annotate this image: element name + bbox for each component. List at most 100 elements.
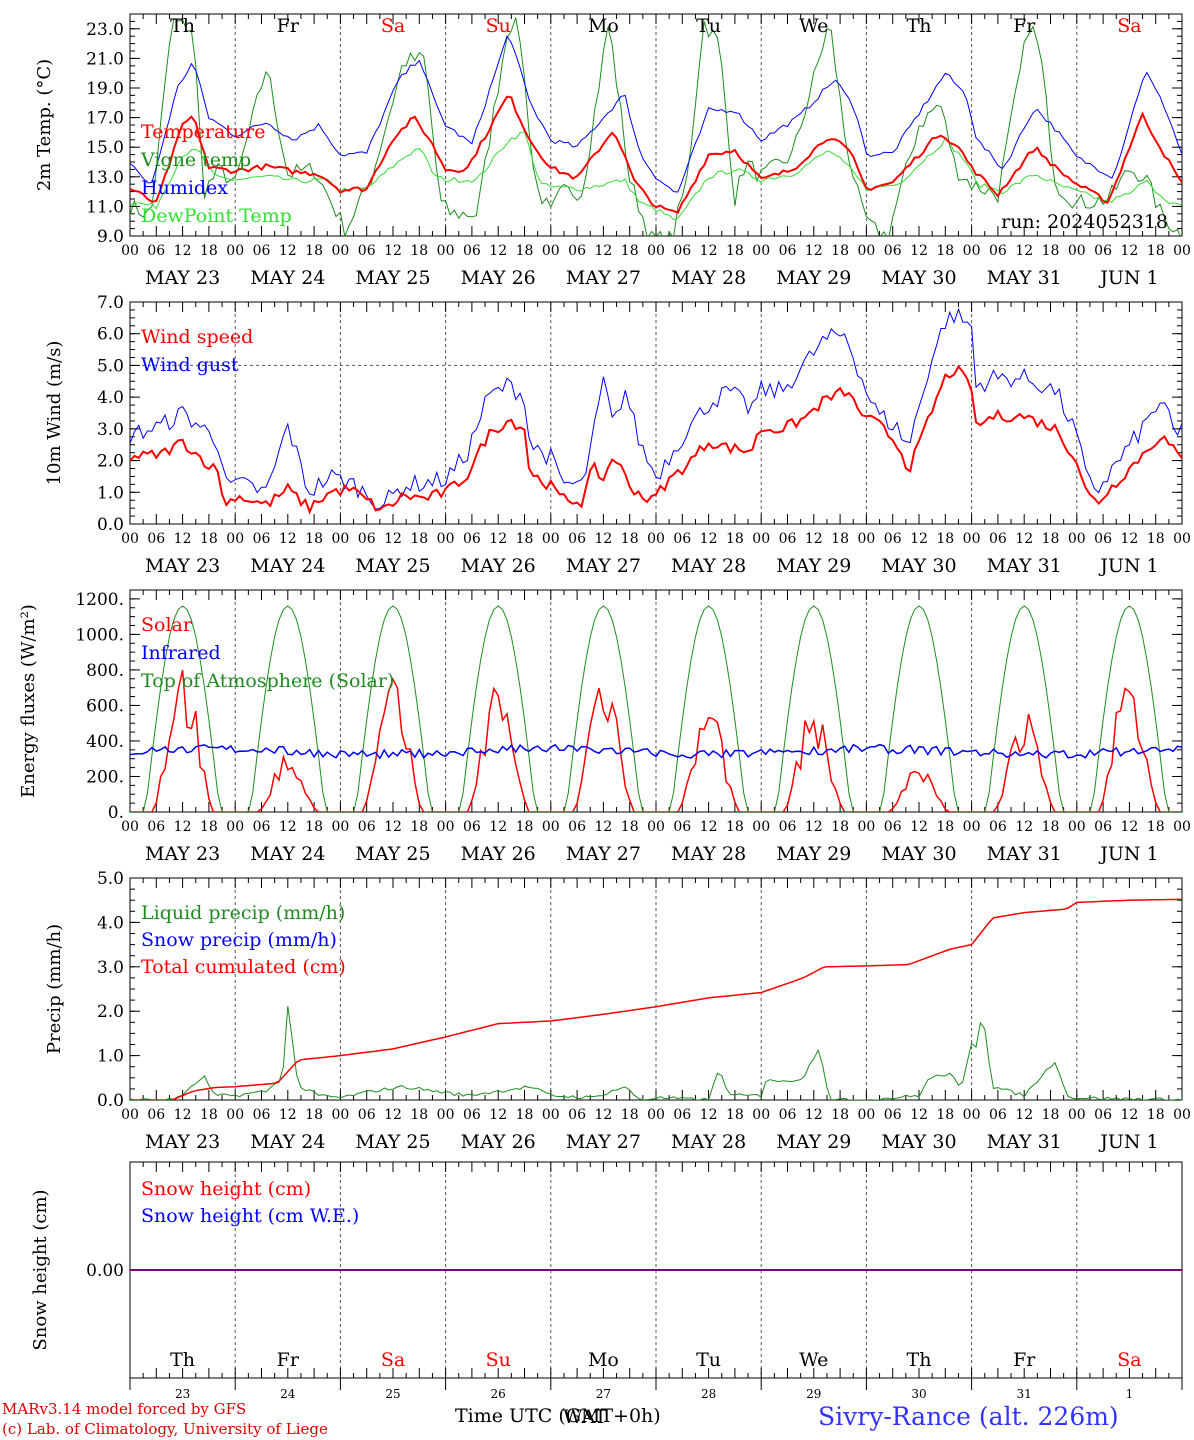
hour-tick-label: 18	[410, 243, 428, 259]
hour-tick-label: 00	[437, 243, 455, 259]
hour-tick-label: 06	[147, 531, 165, 547]
hour-tick-label: 00	[1173, 819, 1191, 835]
date-label: MAY 28	[671, 1131, 746, 1153]
hour-tick-label: 00	[226, 1107, 244, 1123]
legend-wind-gust: Wind gust	[141, 354, 239, 376]
hour-tick-label: 06	[358, 531, 376, 547]
hour-tick-label: 18	[936, 243, 954, 259]
series-line-total-cumulated	[130, 898, 1182, 1100]
hour-tick-label: 18	[516, 819, 534, 835]
ytick-label: 23.0	[86, 20, 124, 40]
legend-dewpoint-temp: DewPoint Temp	[141, 205, 292, 227]
day-name-top: Fr	[1013, 15, 1036, 37]
ytick-label: 1000.	[75, 625, 124, 645]
hour-tick-label: 18	[410, 531, 428, 547]
hour-tick-label: 00	[542, 243, 560, 259]
hour-tick-label: 12	[174, 1107, 192, 1123]
hour-tick-label: 00	[121, 531, 139, 547]
hour-tick-label: 00	[331, 243, 349, 259]
day-name-bottom: Fr	[1013, 1349, 1036, 1371]
date-label: MAY 29	[776, 555, 851, 577]
date-label: MAY 29	[776, 843, 851, 865]
day-name-bottom: Sa	[381, 1349, 405, 1371]
legend-vigne-temp: Vigne temp	[140, 149, 251, 171]
hour-tick-label: 12	[805, 531, 823, 547]
hour-tick-label: 18	[1042, 243, 1060, 259]
date-label: MAY 24	[250, 267, 325, 289]
ytick-label: 17.0	[86, 109, 124, 129]
ytick-label: 2.0	[97, 1002, 124, 1022]
hour-tick-label: 12	[910, 819, 928, 835]
hour-tick-label: 18	[305, 531, 323, 547]
xaxis-overlap-label: WAT	[563, 1406, 607, 1428]
day-number: 26	[491, 1387, 506, 1401]
hour-tick-label: 06	[463, 531, 481, 547]
hour-tick-label: 12	[489, 1107, 507, 1123]
date-label: MAY 28	[671, 843, 746, 865]
hour-tick-label: 12	[1015, 819, 1033, 835]
hour-tick-label: 06	[673, 1107, 691, 1123]
date-label: JUN 1	[1098, 555, 1158, 577]
hour-tick-label: 06	[779, 1107, 797, 1123]
yaxis-label: Energy fluxes (W/m²)	[18, 604, 39, 798]
hour-tick-label: 12	[1120, 531, 1138, 547]
series-line-humidex	[130, 35, 1182, 193]
date-label: MAY 26	[461, 1131, 536, 1153]
hour-tick-label: 00	[963, 243, 981, 259]
hour-tick-label: 06	[884, 531, 902, 547]
date-label: MAY 24	[250, 843, 325, 865]
hour-tick-label: 00	[1173, 531, 1191, 547]
hour-tick-label: 06	[358, 819, 376, 835]
hour-tick-label: 06	[1094, 1107, 1112, 1123]
hour-tick-label: 18	[200, 1107, 218, 1123]
legend-snow-precip-mm-h-: Snow precip (mm/h)	[141, 929, 337, 951]
hour-tick-label: 18	[621, 1107, 639, 1123]
ytick-label: 5.0	[97, 869, 124, 889]
hour-tick-label: 12	[700, 531, 718, 547]
series-line-temperature	[130, 95, 1182, 214]
date-label: MAY 31	[987, 267, 1062, 289]
day-name-bottom: Sa	[1117, 1349, 1141, 1371]
ytick-label: 3.0	[97, 958, 124, 978]
hour-tick-label: 00	[1068, 1107, 1086, 1123]
hour-tick-label: 12	[174, 531, 192, 547]
date-label: MAY 26	[461, 267, 536, 289]
date-label: MAY 27	[566, 267, 641, 289]
hour-tick-label: 18	[1042, 531, 1060, 547]
day-number: 24	[280, 1387, 296, 1401]
hour-tick-label: 18	[1042, 819, 1060, 835]
hour-tick-label: 06	[989, 243, 1007, 259]
ytick-label: 5.0	[97, 356, 124, 376]
hour-tick-label: 12	[594, 243, 612, 259]
yaxis-label: Precip (mm/h)	[44, 924, 65, 1054]
hour-tick-label: 00	[121, 1107, 139, 1123]
ytick-label: 21.0	[86, 49, 124, 69]
hour-tick-label: 06	[147, 1107, 165, 1123]
hour-tick-label: 00	[121, 243, 139, 259]
hour-tick-label: 00	[1173, 243, 1191, 259]
date-label: MAY 31	[987, 843, 1062, 865]
hour-tick-label: 18	[831, 1107, 849, 1123]
date-label: MAY 26	[461, 555, 536, 577]
hour-tick-label: 18	[305, 243, 323, 259]
ytick-label: 0.	[108, 803, 124, 823]
date-label: MAY 28	[671, 267, 746, 289]
date-label: MAY 25	[355, 1131, 430, 1153]
legend-temperature: Temperature	[141, 121, 265, 143]
date-label: JUN 1	[1098, 267, 1158, 289]
series-line-solar	[130, 669, 1182, 812]
date-label: MAY 25	[355, 843, 430, 865]
ytick-label: 4.0	[97, 913, 124, 933]
hour-tick-label: 12	[1015, 243, 1033, 259]
date-label: MAY 25	[355, 267, 430, 289]
ytick-label: 9.0	[97, 227, 124, 247]
ytick-label: 7.0	[97, 293, 124, 313]
date-label: MAY 30	[881, 267, 956, 289]
day-number: 27	[596, 1387, 611, 1401]
date-label: MAY 30	[881, 843, 956, 865]
hour-tick-label: 18	[200, 531, 218, 547]
date-label: JUN 1	[1098, 1131, 1158, 1153]
ytick-label: 1.0	[97, 483, 124, 503]
hour-tick-label: 00	[1173, 1107, 1191, 1123]
hour-tick-label: 00	[647, 243, 665, 259]
